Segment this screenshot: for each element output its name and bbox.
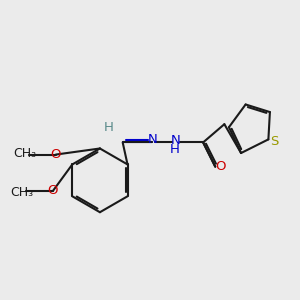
Text: S: S: [270, 135, 279, 148]
Text: N: N: [171, 134, 181, 147]
Text: O: O: [51, 148, 61, 161]
Text: N: N: [148, 133, 158, 146]
Text: CH₃: CH₃: [10, 186, 34, 199]
Text: H: H: [104, 121, 114, 134]
Text: CH₃: CH₃: [14, 146, 37, 160]
Text: H: H: [169, 142, 179, 156]
Text: O: O: [215, 160, 226, 173]
Text: O: O: [48, 184, 58, 197]
